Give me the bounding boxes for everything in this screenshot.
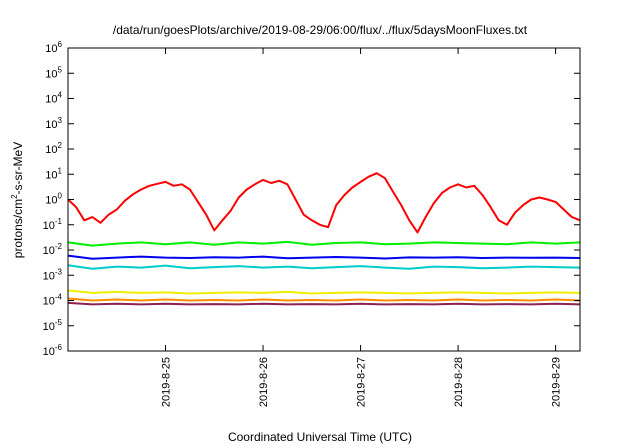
x-tick-label: 2019-8-26	[258, 357, 270, 407]
x-axis: 2019-8-25 2019-8-26 2019-8-27 2019-8-28 2019…	[161, 48, 563, 407]
y-axis: 10-6 10-5 10-4 10-3 10-2 10-1 100 101 102 103 104 1…	[43, 40, 580, 358]
series-line-3	[67, 264, 581, 270]
plot-frame	[67, 47, 581, 352]
y-tick-label: 104	[45, 91, 62, 106]
y-tick-label: 10-5	[43, 318, 63, 333]
series-layer	[67, 172, 581, 306]
y-tick-label: 103	[45, 116, 62, 131]
y-axis-label-sup: 2	[10, 194, 19, 199]
y-tick-label: 106	[45, 40, 62, 55]
series-line-4	[67, 254, 581, 260]
x-tick-label: 2019-8-29	[551, 357, 563, 407]
series-line-5	[67, 289, 581, 295]
y-tick-label: 105	[45, 65, 62, 80]
x-tick-label: 2019-8-27	[356, 357, 368, 407]
series-line-1	[67, 172, 581, 234]
y-tick-label: 10-4	[43, 293, 63, 308]
y-tick-label: 10-6	[43, 343, 63, 358]
y-tick-label: 10-1	[43, 217, 63, 232]
y-tick-label: 10-2	[43, 242, 63, 257]
x-axis-label: Coordinated Universal Time (UTC)	[228, 430, 412, 444]
series-line-6	[67, 297, 581, 302]
y-tick-label: 102	[45, 141, 62, 156]
y-axis-label: protons/cm2-s-sr-MeV	[10, 142, 25, 258]
chart-title: /data/run/goesPlots/archive/2019-08-29/0…	[113, 23, 528, 37]
series-line-7	[67, 301, 581, 306]
x-tick-label: 2019-8-28	[453, 357, 465, 407]
y-tick-label: 101	[45, 166, 62, 181]
y-tick-label: 10-3	[43, 267, 63, 282]
x-tick-label: 2019-8-25	[161, 357, 173, 407]
series-line-2	[67, 240, 581, 247]
y-tick-label: 100	[45, 192, 62, 207]
y-axis-label-rest: -s-sr-MeV	[11, 142, 25, 195]
y-axis-label-base: protons/cm	[11, 199, 25, 258]
